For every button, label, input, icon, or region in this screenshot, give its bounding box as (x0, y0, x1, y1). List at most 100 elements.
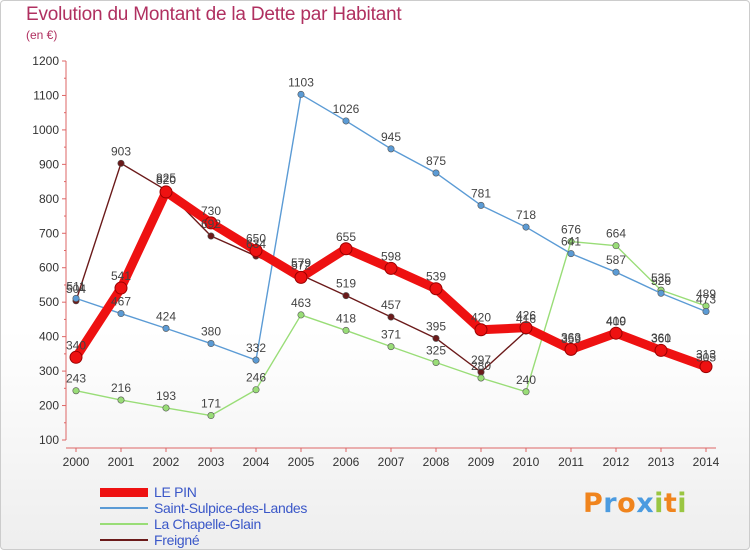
data-point-le-pin (69, 350, 83, 364)
logo-letter: x (636, 488, 655, 519)
data-point-la-chapelle-glain (612, 242, 620, 250)
data-point-saint-sulpice-des-landes (567, 250, 575, 258)
legend-swatch (100, 507, 148, 509)
x-tick-label: 2006 (333, 455, 360, 469)
data-point-le-pin (519, 321, 533, 335)
x-tick-label: 2009 (468, 455, 495, 469)
data-point-la-chapelle-glain (342, 326, 350, 334)
data-label-saint-sulpice-des-landes: 467 (111, 295, 131, 309)
data-label-le-pin: 541 (111, 269, 131, 283)
data-point-la-chapelle-glain (567, 238, 575, 246)
data-point-la-chapelle-glain (207, 412, 215, 420)
data-label-saint-sulpice-des-landes: 781 (471, 186, 491, 200)
y-tick-label: 800 (39, 192, 59, 206)
data-point-la-chapelle-glain (387, 343, 395, 351)
logo-letter: o (617, 488, 637, 519)
x-tick-label: 2012 (603, 455, 630, 469)
data-label-saint-sulpice-des-landes: 641 (561, 235, 581, 249)
data-label-le-pin: 598 (381, 249, 401, 263)
y-tick-label: 1200 (32, 54, 59, 68)
data-point-la-chapelle-glain (72, 387, 80, 395)
data-label-le-pin: 360 (651, 331, 671, 345)
data-label-freigne: 825 (156, 171, 176, 185)
x-tick-label: 2011 (558, 455, 584, 469)
data-point-saint-sulpice-des-landes (207, 340, 215, 348)
data-label-freigne: 416 (516, 312, 536, 326)
data-label-le-pin: 420 (471, 311, 491, 325)
data-point-freigne (207, 232, 215, 240)
data-point-le-pin (699, 360, 713, 374)
x-tick-label: 2007 (378, 455, 405, 469)
data-label-la-chapelle-glain: 463 (291, 296, 311, 310)
data-label-saint-sulpice-des-landes: 1026 (333, 102, 360, 116)
data-point-saint-sulpice-des-landes (387, 145, 395, 153)
data-label-la-chapelle-glain: 243 (66, 372, 86, 386)
data-label-le-pin: 410 (606, 314, 626, 328)
x-tick-label: 2002 (153, 455, 180, 469)
data-point-le-pin (609, 326, 623, 340)
data-label-la-chapelle-glain: 535 (651, 271, 671, 285)
legend-label: La Chapelle-Glain (154, 516, 261, 532)
logo-letter: t (663, 488, 678, 519)
data-point-saint-sulpice-des-landes (162, 324, 170, 332)
data-label-saint-sulpice-des-landes: 587 (606, 253, 626, 267)
data-label-le-pin: 313 (696, 348, 716, 362)
data-label-la-chapelle-glain: 240 (516, 373, 536, 387)
data-point-la-chapelle-glain (162, 404, 170, 412)
data-label-la-chapelle-glain: 418 (336, 311, 356, 325)
data-label-la-chapelle-glain: 246 (246, 371, 266, 385)
data-label-la-chapelle-glain: 489 (696, 287, 716, 301)
logo-letter: i (677, 488, 688, 519)
legend-label: Saint-Sulpice-des-Landes (154, 500, 308, 516)
data-label-la-chapelle-glain: 371 (381, 328, 401, 342)
data-point-la-chapelle-glain (252, 386, 260, 394)
data-label-le-pin: 426 (516, 309, 536, 323)
x-tick-label: 2013 (648, 455, 675, 469)
legend-label: LE PIN (154, 484, 197, 500)
x-tick-label: 2005 (288, 455, 315, 469)
data-label-le-pin: 340 (66, 338, 86, 352)
data-label-saint-sulpice-des-landes: 380 (201, 325, 221, 339)
data-point-la-chapelle-glain (522, 388, 530, 396)
proxiti-logo: Proxiti (583, 488, 687, 519)
data-point-saint-sulpice-des-landes (297, 90, 305, 98)
data-point-le-pin (384, 261, 398, 275)
x-tick-label: 2003 (198, 455, 225, 469)
data-label-freigne: 457 (381, 298, 401, 312)
data-point-saint-sulpice-des-landes (342, 117, 350, 125)
data-point-saint-sulpice-des-landes (117, 310, 125, 318)
y-tick-label: 500 (39, 295, 59, 309)
data-point-saint-sulpice-des-landes (72, 294, 80, 302)
data-label-la-chapelle-glain: 664 (606, 227, 626, 241)
data-label-la-chapelle-glain: 171 (201, 397, 221, 411)
data-point-le-pin (564, 342, 578, 356)
y-tick-label: 200 (39, 399, 59, 413)
chart-title: Evolution du Montant de la Dette par Hab… (26, 4, 402, 25)
legend-swatch (100, 539, 148, 541)
x-tick-label: 2010 (513, 455, 540, 469)
data-label-freigne: 409 (606, 315, 626, 329)
x-tick-label: 2014 (693, 455, 720, 469)
data-point-la-chapelle-glain (477, 374, 485, 382)
data-label-la-chapelle-glain: 216 (111, 381, 131, 395)
data-label-le-pin: 539 (426, 270, 446, 284)
data-label-saint-sulpice-des-landes: 332 (246, 341, 266, 355)
data-label-freigne: 579 (291, 256, 311, 270)
data-point-le-pin (474, 323, 488, 337)
data-label-freigne: 395 (426, 319, 446, 333)
data-label-freigne: 297 (471, 353, 491, 367)
data-label-saint-sulpice-des-landes: 511 (66, 279, 85, 293)
data-point-saint-sulpice-des-landes (522, 223, 530, 231)
data-label-freigne: 359 (561, 332, 581, 346)
y-tick-label: 900 (39, 157, 59, 171)
data-label-saint-sulpice-des-landes: 875 (426, 154, 446, 168)
data-label-le-pin: 572 (291, 258, 311, 272)
y-tick-label: 1100 (33, 88, 59, 102)
data-point-la-chapelle-glain (297, 311, 305, 319)
data-label-freigne: 361 (651, 331, 671, 345)
data-point-le-pin (339, 242, 353, 256)
data-label-la-chapelle-glain: 676 (561, 223, 581, 237)
data-point-le-pin (114, 281, 128, 295)
data-label-le-pin: 650 (246, 232, 266, 246)
